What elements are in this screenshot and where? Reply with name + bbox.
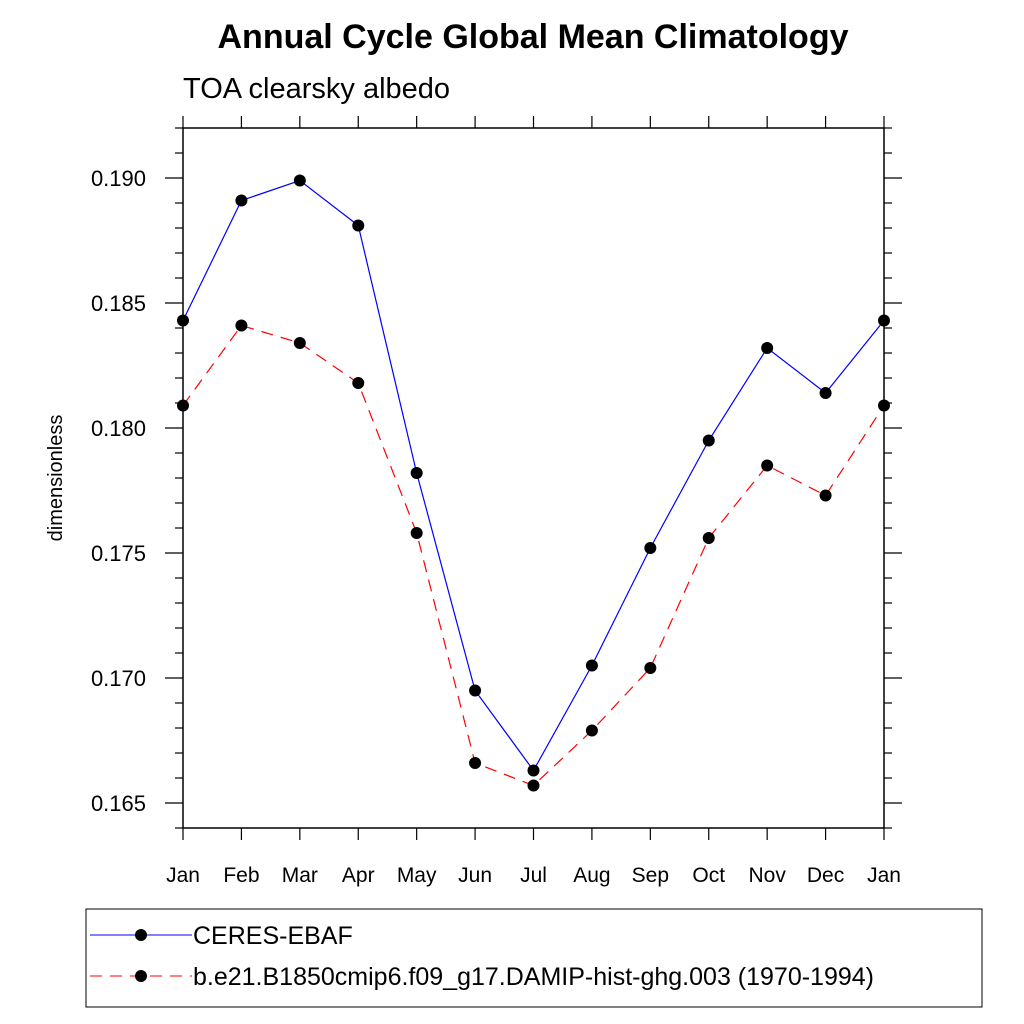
x-tick-label: Oct — [692, 864, 725, 887]
legend: CERES-EBAF b.e21.B1850cmip6.f09_g17.DAMI… — [85, 908, 983, 1008]
y-tick-label: 0.175 — [91, 541, 146, 566]
data-point-series-1 — [761, 459, 774, 472]
data-point-series-0 — [878, 314, 890, 327]
x-tick-label: Nov — [748, 864, 786, 887]
legend-marker-ceres — [135, 929, 147, 941]
data-point-series-1 — [352, 377, 365, 389]
x-tick-label: Jun — [458, 864, 492, 887]
data-point-series-0 — [469, 684, 482, 697]
legend-label-model: b.e21.B1850cmip6.f09_g17.DAMIP-hist-ghg.… — [193, 963, 874, 991]
y-tick-label: 0.190 — [91, 166, 146, 191]
data-point-series-0 — [585, 659, 598, 672]
data-point-series-1 — [177, 399, 189, 412]
x-tick-label: Mar — [282, 864, 318, 887]
y-ticks: 0.165 0.170 0.175 0.180 0.185 0.190 — [91, 127, 902, 829]
data-point-series-0 — [352, 219, 365, 232]
y-tick-label: 0.180 — [91, 416, 146, 441]
data-point-series-0 — [527, 764, 540, 777]
series-line-0 — [182, 179, 885, 772]
x-tick-label: Apr — [342, 864, 375, 887]
data-point-series-0 — [761, 342, 774, 354]
data-point-series-1 — [702, 532, 715, 544]
x-tick-label: Dec — [807, 864, 844, 887]
y-tick-label: 0.170 — [91, 666, 146, 691]
x-tick-label: Sep — [632, 864, 669, 887]
data-point-series-0 — [235, 194, 248, 207]
data-point-series-0 — [410, 467, 423, 479]
y-tick-label: 0.165 — [91, 791, 146, 816]
data-point-series-1 — [235, 319, 248, 332]
legend-box — [85, 908, 983, 1008]
data-point-series-0 — [644, 542, 657, 554]
x-tick-label: Feb — [223, 864, 259, 887]
data-point-series-1 — [410, 527, 423, 539]
data-point-series-1 — [293, 337, 306, 349]
data-point-series-0 — [702, 434, 715, 447]
series-line-1 — [182, 324, 885, 787]
series-layer — [177, 174, 890, 792]
legend-marker-model — [135, 970, 147, 982]
data-point-series-1 — [644, 662, 657, 674]
data-point-series-1 — [585, 724, 598, 737]
y-axis-label: dimensionless — [45, 415, 67, 542]
x-tick-label: May — [397, 864, 437, 887]
data-point-series-0 — [293, 174, 306, 187]
data-point-series-1 — [878, 399, 890, 412]
legend-label-ceres: CERES-EBAF — [193, 922, 353, 950]
data-point-series-1 — [469, 757, 482, 769]
data-point-series-1 — [527, 779, 540, 792]
x-ticks: Jan Feb Mar Apr May Jun Jul Aug Sep Oct Nov Dec Jan — [166, 116, 901, 887]
x-tick-label: Jan — [166, 864, 200, 887]
chart-subtitle: TOA clearsky albedo — [183, 73, 450, 105]
x-tick-label: Aug — [573, 864, 610, 887]
data-point-series-1 — [819, 489, 832, 502]
chart-title: Annual Cycle Global Mean Climatology — [218, 18, 849, 56]
data-point-series-0 — [177, 314, 189, 327]
x-tick-label: Jan — [867, 864, 901, 887]
plot-frame — [182, 127, 885, 829]
y-tick-label: 0.185 — [91, 291, 146, 316]
data-point-series-0 — [819, 387, 832, 399]
x-tick-label: Jul — [520, 864, 547, 887]
